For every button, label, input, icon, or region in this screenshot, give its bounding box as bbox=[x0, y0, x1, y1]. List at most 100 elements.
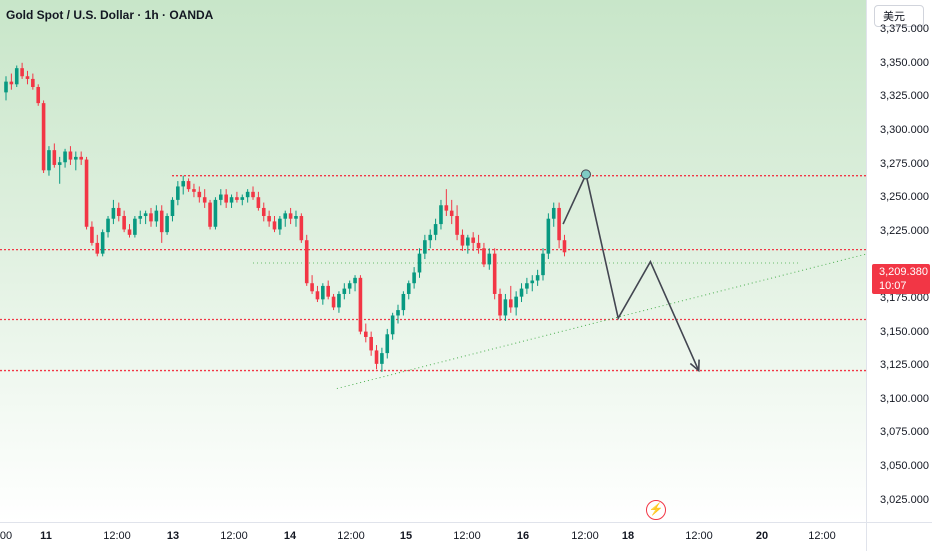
candle-body bbox=[455, 216, 459, 235]
candle-body bbox=[514, 296, 518, 308]
axis-corner bbox=[866, 522, 932, 551]
candle-body bbox=[476, 242, 481, 249]
candle-body bbox=[347, 283, 352, 289]
time-tick-label: 16 bbox=[516, 530, 530, 542]
chart-area[interactable] bbox=[0, 0, 866, 522]
candle-body bbox=[315, 291, 320, 300]
price-tick-label: 3,025.000 bbox=[880, 493, 929, 506]
candle-body bbox=[466, 237, 470, 246]
candle-body bbox=[240, 197, 245, 200]
candle-body bbox=[63, 151, 67, 163]
candle-body bbox=[111, 207, 116, 219]
price-chart[interactable] bbox=[0, 0, 866, 522]
flash-icon[interactable]: ⚡ bbox=[646, 500, 666, 520]
candle-body bbox=[439, 205, 443, 225]
candle-body bbox=[428, 234, 433, 241]
time-tick-label: 11 bbox=[40, 530, 52, 542]
time-tick-label: 12:00 bbox=[571, 530, 599, 542]
candle-body bbox=[4, 81, 8, 93]
candle-body bbox=[331, 296, 336, 308]
candle-body bbox=[25, 76, 30, 79]
price-tick-label: 3,075.000 bbox=[880, 426, 929, 439]
candle-body bbox=[9, 81, 14, 85]
candle-body bbox=[251, 191, 255, 198]
candle-body bbox=[369, 336, 373, 351]
candle-body bbox=[272, 221, 277, 230]
price-tick-label: 3,100.000 bbox=[880, 392, 929, 405]
candle-body bbox=[219, 194, 223, 200]
candle-body bbox=[503, 299, 508, 316]
candle-body bbox=[535, 275, 540, 281]
candle-body bbox=[116, 207, 121, 217]
candle-body bbox=[444, 205, 449, 211]
candle-body bbox=[176, 186, 180, 200]
currency-button[interactable]: 美元 bbox=[874, 5, 924, 27]
candle-body bbox=[235, 197, 239, 200]
candle-body bbox=[530, 280, 535, 284]
candle-body bbox=[256, 197, 261, 208]
candle-body bbox=[14, 68, 19, 85]
candle-body bbox=[380, 353, 384, 364]
last-price-badge: 3,209.380 10:07 bbox=[872, 264, 930, 294]
candle-body bbox=[100, 232, 105, 254]
candle-body bbox=[525, 283, 529, 289]
price-tick-label: 3,375.000 bbox=[880, 23, 929, 36]
candle-body bbox=[551, 207, 556, 219]
candle-body bbox=[396, 310, 400, 316]
candle-body bbox=[31, 78, 35, 87]
candle-body bbox=[224, 194, 228, 203]
candle-body bbox=[546, 218, 551, 254]
candle-body bbox=[186, 181, 191, 190]
candle-body bbox=[363, 331, 368, 337]
candle-body bbox=[337, 293, 341, 308]
candle-body bbox=[492, 253, 497, 294]
candle-body bbox=[310, 283, 314, 292]
candle-body bbox=[326, 285, 330, 297]
candle-body bbox=[52, 150, 57, 165]
candle-body bbox=[106, 218, 110, 233]
candle-body bbox=[433, 224, 438, 235]
time-tick-label: 20 bbox=[755, 530, 769, 542]
candle-body bbox=[321, 285, 325, 300]
trend-line bbox=[336, 253, 866, 390]
last-price-value: 3,209.380 bbox=[879, 266, 928, 278]
candle-body bbox=[202, 197, 207, 203]
candle-body bbox=[127, 229, 132, 235]
candle-body bbox=[278, 218, 282, 230]
projection-marker bbox=[580, 169, 591, 180]
candle-body bbox=[385, 334, 390, 354]
price-tick-label: 3,350.000 bbox=[880, 56, 929, 69]
time-axis[interactable] bbox=[0, 522, 866, 551]
candle-body bbox=[562, 240, 567, 253]
candle-body bbox=[170, 199, 175, 217]
price-tick-label: 3,150.000 bbox=[880, 325, 929, 338]
time-tick-label: 12:00 bbox=[685, 530, 713, 542]
candle-body bbox=[288, 213, 293, 219]
candle-body bbox=[406, 283, 411, 294]
chart-title: Gold Spot / U.S. Dollar · 1h · OANDA bbox=[6, 8, 214, 22]
candle-body bbox=[261, 207, 266, 217]
candle-body bbox=[482, 248, 486, 265]
time-tick-label: 12:00 bbox=[337, 530, 365, 542]
candle-body bbox=[165, 216, 169, 233]
candle-body bbox=[417, 253, 422, 273]
candle-body bbox=[138, 216, 143, 219]
candle-body bbox=[84, 159, 89, 227]
time-tick-label: 12:00 bbox=[808, 530, 836, 542]
price-tick-label: 3,275.000 bbox=[880, 157, 929, 170]
price-axis[interactable] bbox=[866, 0, 932, 522]
candle-body bbox=[95, 242, 100, 254]
candle-body bbox=[460, 234, 465, 246]
candle-body bbox=[304, 240, 309, 284]
projection-path bbox=[562, 171, 700, 371]
candle-body bbox=[79, 156, 83, 160]
time-tick-label: 12:00 bbox=[220, 530, 248, 542]
candle-body bbox=[557, 207, 561, 241]
candle-body bbox=[390, 315, 395, 335]
price-tick-label: 3,300.000 bbox=[880, 124, 929, 136]
time-tick-label: 12:00 bbox=[453, 530, 481, 542]
candle-body bbox=[213, 199, 218, 227]
candle-body bbox=[283, 213, 288, 219]
time-tick-label: 00 bbox=[0, 530, 13, 542]
candle-body bbox=[401, 293, 406, 311]
